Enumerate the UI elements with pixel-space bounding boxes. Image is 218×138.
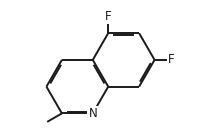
Text: N: N [89,107,97,120]
Text: F: F [168,53,175,66]
Text: F: F [105,10,112,23]
